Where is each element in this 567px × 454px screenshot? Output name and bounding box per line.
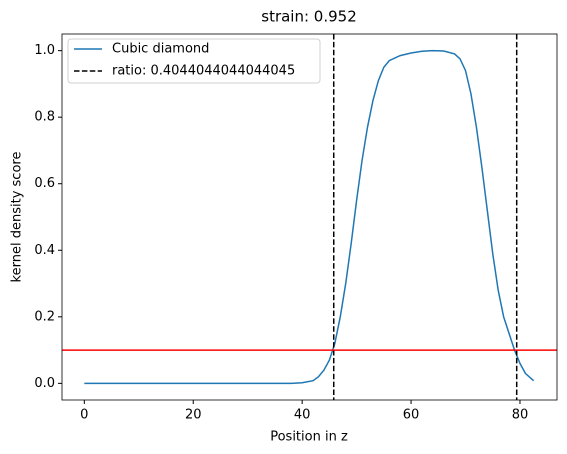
legend-box: [67, 38, 321, 84]
y-tick-label: 0.6: [34, 176, 55, 191]
x-tick-label: 0: [80, 408, 88, 423]
y-axis-label: kernel density score: [10, 152, 25, 283]
legend-label: ratio: 0.4044044044044045: [112, 64, 295, 79]
x-axis-label: Position in z: [270, 430, 348, 445]
legend-label: Cubic diamond: [112, 42, 209, 57]
y-tick-label: 0.0: [34, 376, 55, 391]
x-tick-label: 80: [512, 408, 529, 423]
data-line: [84, 49, 535, 385]
y-tick-label: 1.0: [34, 43, 55, 58]
y-tick-label: 0.4: [34, 243, 55, 258]
x-tick-label: 40: [294, 408, 311, 423]
x-tick-label: 60: [403, 408, 420, 423]
y-tick-label: 0.8: [34, 110, 55, 125]
y-tick-label: 0.2: [34, 309, 55, 324]
chart-title: strain: 0.952: [261, 8, 357, 26]
x-tick-label: 20: [185, 408, 202, 423]
plot-frame: [61, 33, 558, 401]
